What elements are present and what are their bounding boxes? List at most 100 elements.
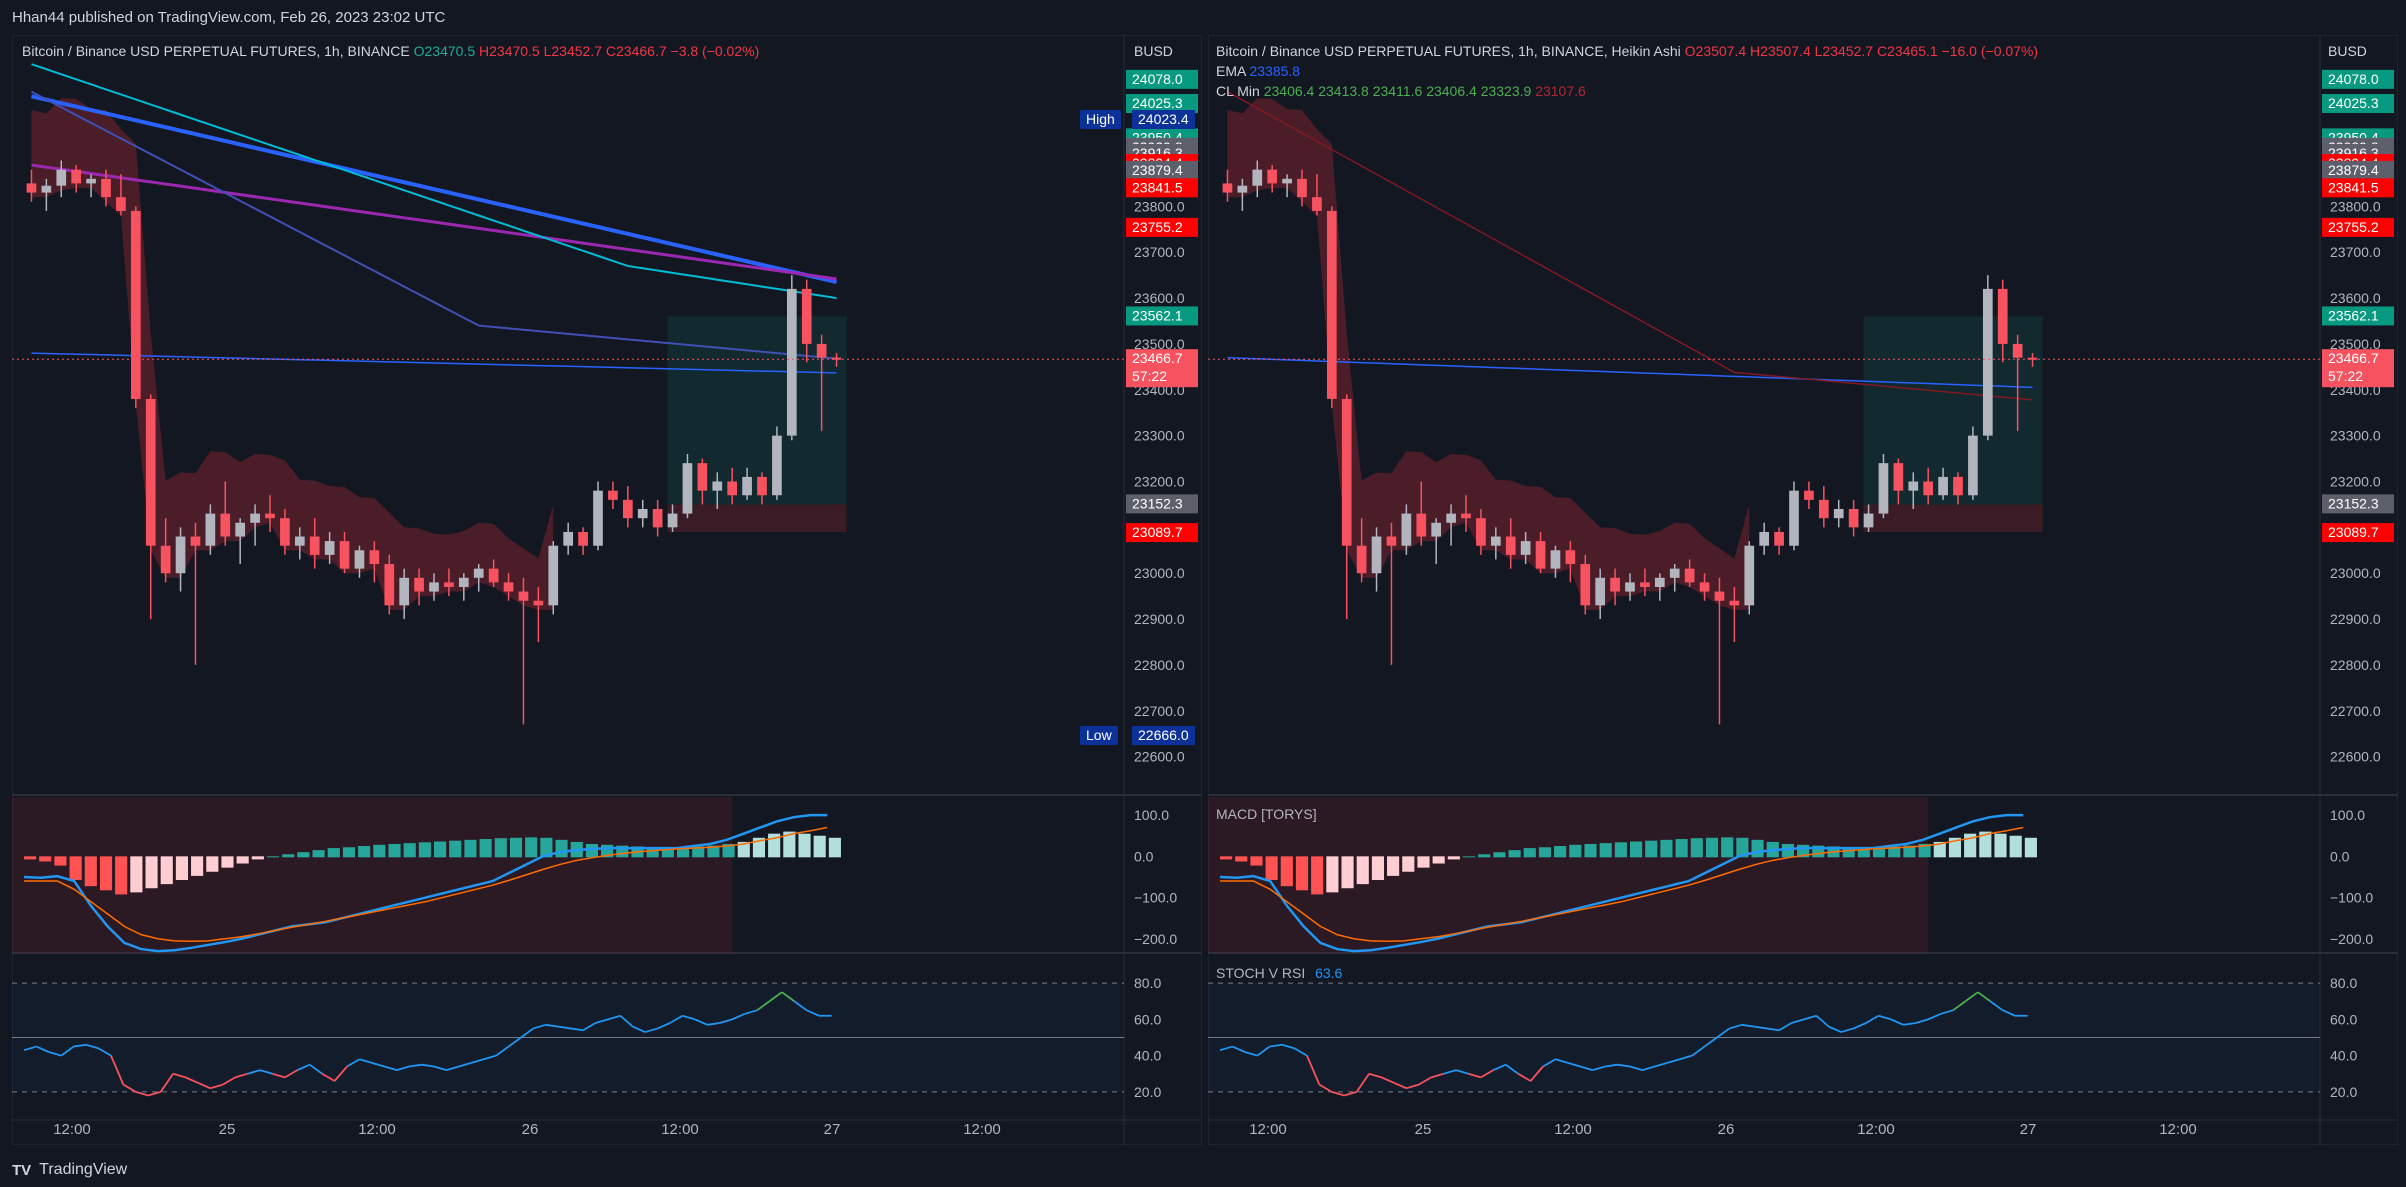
candle-body[interactable] — [593, 490, 603, 546]
candle-body[interactable] — [1893, 463, 1904, 491]
candle-body[interactable] — [622, 499, 633, 519]
candle-body[interactable] — [637, 509, 648, 519]
candle-body[interactable] — [727, 481, 738, 496]
candle-body[interactable] — [175, 536, 186, 574]
candle-body[interactable] — [578, 531, 588, 546]
candle-body[interactable] — [145, 398, 156, 546]
candle-body[interactable] — [772, 435, 782, 496]
candle-body[interactable] — [1520, 541, 1531, 555]
candle-body[interactable] — [1580, 564, 1591, 606]
candle-body[interactable] — [41, 185, 52, 193]
candle-body[interactable] — [1953, 476, 1963, 496]
candle-body[interactable] — [1774, 531, 1784, 546]
candle-body[interactable] — [26, 183, 37, 193]
candle-body[interactable] — [667, 513, 678, 528]
candle-body[interactable] — [1401, 513, 1412, 546]
candle-body[interactable] — [697, 463, 708, 491]
candle-body[interactable] — [786, 288, 797, 436]
candle-body[interactable] — [2027, 357, 2038, 360]
candle-body[interactable] — [71, 169, 82, 184]
candle-body[interactable] — [220, 513, 231, 537]
candle-body[interactable] — [1997, 288, 2008, 344]
candle-body[interactable] — [1297, 178, 1307, 198]
candle-body[interactable] — [533, 600, 544, 606]
candle-body[interactable] — [130, 210, 141, 399]
candle-body[interactable] — [160, 545, 171, 574]
candle-body[interactable] — [682, 463, 693, 514]
candle-body[interactable] — [101, 178, 111, 198]
candle-body[interactable] — [265, 513, 275, 519]
candle-body[interactable] — [280, 518, 290, 546]
candle-body[interactable] — [1968, 435, 1978, 496]
candle-body[interactable] — [369, 550, 380, 565]
candle-body[interactable] — [444, 582, 454, 587]
candle-body[interactable] — [473, 568, 484, 578]
candle-body[interactable] — [1386, 536, 1397, 546]
candle-body[interactable] — [548, 545, 559, 606]
candle-body[interactable] — [1654, 577, 1665, 587]
candle-body[interactable] — [1416, 513, 1427, 537]
candle-body[interactable] — [190, 536, 201, 546]
candle-body[interactable] — [1476, 518, 1486, 546]
candle-body[interactable] — [1759, 531, 1770, 546]
candle-body[interactable] — [1237, 185, 1248, 193]
right-chart-canvas[interactable]: 23800.023700.023600.023500.023400.023300… — [1208, 35, 2398, 1145]
candle-body[interactable] — [1312, 197, 1322, 211]
candle-body[interactable] — [1356, 545, 1367, 574]
candle-body[interactable] — [1699, 582, 1710, 592]
candle-body[interactable] — [1804, 490, 1814, 500]
candle-body[interactable] — [503, 582, 514, 592]
candle-body[interactable] — [458, 577, 469, 587]
left-chart-panel[interactable]: 23800.0 23700.0 23600.0 23500.0 23400.0 23300… — [12, 35, 1202, 1145]
candle-body[interactable] — [1625, 582, 1635, 592]
candle-body[interactable] — [652, 509, 663, 528]
candle-body[interactable] — [1446, 513, 1456, 523]
candle-body[interactable] — [1714, 591, 1725, 601]
candle-body[interactable] — [1550, 550, 1561, 569]
candle-body[interactable] — [2012, 343, 2023, 358]
candle-body[interactable] — [1535, 541, 1546, 569]
candle-body[interactable] — [608, 490, 618, 500]
candle-body[interactable] — [1252, 169, 1263, 186]
candle-body[interactable] — [309, 536, 320, 555]
candle-body[interactable] — [712, 481, 723, 491]
candle-body[interactable] — [250, 513, 260, 523]
candle-body[interactable] — [354, 550, 365, 569]
candle-body[interactable] — [339, 541, 350, 569]
candle-body[interactable] — [1371, 536, 1382, 574]
candle-body[interactable] — [1267, 169, 1278, 184]
candle-body[interactable] — [1684, 568, 1695, 583]
left-chart-canvas[interactable]: 23800.023700.023600.023500.023400.023300… — [12, 35, 1202, 1145]
candle-body[interactable] — [1461, 513, 1471, 519]
candle-body[interactable] — [294, 536, 305, 546]
candle-body[interactable] — [1282, 178, 1292, 184]
candle-body[interactable] — [1863, 513, 1874, 528]
candle-body[interactable] — [742, 476, 752, 496]
candle-body[interactable] — [235, 522, 246, 537]
right-chart-panel[interactable]: 23800.0 23700.0 23600.0 23500.0 23400.0 23300… — [1208, 35, 2398, 1145]
candle-body[interactable] — [1818, 499, 1829, 519]
candle-body[interactable] — [1490, 536, 1501, 546]
candle-body[interactable] — [1595, 577, 1606, 606]
candle-body[interactable] — [1505, 536, 1516, 555]
candle-body[interactable] — [1610, 577, 1620, 592]
candle-body[interactable] — [56, 169, 67, 186]
candle-body[interactable] — [1789, 490, 1799, 546]
candle-body[interactable] — [86, 178, 96, 184]
candle-body[interactable] — [563, 531, 574, 546]
candle-body[interactable] — [1848, 509, 1859, 528]
candle-body[interactable] — [116, 197, 126, 211]
candle-body[interactable] — [1431, 522, 1442, 537]
candle-body[interactable] — [429, 582, 439, 592]
candle-body[interactable] — [1938, 476, 1948, 496]
candle-body[interactable] — [1744, 545, 1755, 606]
candle-body[interactable] — [1640, 582, 1650, 587]
candle-body[interactable] — [518, 591, 529, 601]
candle-body[interactable] — [816, 343, 827, 358]
candle-body[interactable] — [1222, 183, 1233, 193]
candle-body[interactable] — [757, 476, 767, 496]
candle-body[interactable] — [1908, 481, 1919, 491]
candle-body[interactable] — [1982, 288, 1993, 436]
candle-body[interactable] — [384, 564, 395, 606]
candle-body[interactable] — [1341, 398, 1352, 546]
